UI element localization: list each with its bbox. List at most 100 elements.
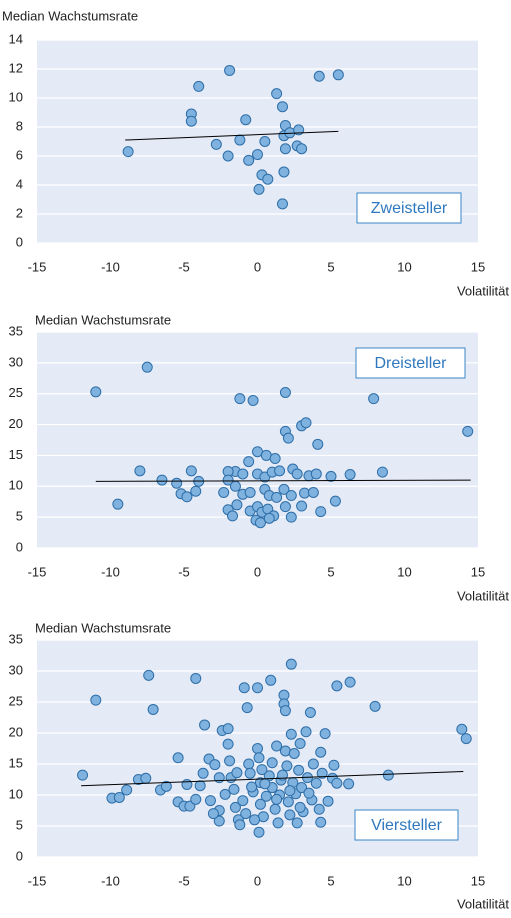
point bbox=[122, 146, 134, 158]
point bbox=[197, 767, 209, 779]
point bbox=[243, 456, 255, 468]
y-tick-label: 25 bbox=[9, 693, 23, 708]
point bbox=[369, 700, 381, 712]
point bbox=[274, 465, 286, 477]
point bbox=[315, 506, 327, 518]
point bbox=[141, 361, 153, 373]
point bbox=[240, 808, 252, 820]
point bbox=[313, 803, 325, 815]
point bbox=[281, 760, 293, 772]
point bbox=[315, 746, 327, 758]
point bbox=[279, 143, 291, 155]
y-tick-label: 0 bbox=[16, 848, 23, 863]
point bbox=[259, 778, 271, 790]
point bbox=[185, 115, 197, 127]
point bbox=[304, 707, 316, 719]
point bbox=[300, 417, 312, 429]
point bbox=[90, 386, 102, 398]
point bbox=[237, 795, 249, 807]
x-tick-label: 15 bbox=[471, 259, 485, 274]
point bbox=[253, 752, 265, 764]
point bbox=[243, 154, 255, 166]
point bbox=[193, 80, 205, 92]
point bbox=[262, 173, 274, 185]
point bbox=[244, 767, 256, 779]
point bbox=[288, 747, 300, 759]
y-tick-label: 12 bbox=[9, 60, 23, 75]
point bbox=[224, 64, 236, 76]
point bbox=[259, 136, 271, 147]
point bbox=[282, 432, 294, 444]
point bbox=[291, 468, 303, 480]
point bbox=[121, 784, 133, 796]
point bbox=[456, 723, 468, 735]
point bbox=[222, 723, 234, 735]
point bbox=[199, 719, 211, 731]
point bbox=[319, 728, 331, 740]
point bbox=[219, 788, 231, 800]
annotation-box bbox=[355, 347, 466, 379]
point bbox=[313, 70, 325, 82]
point bbox=[285, 728, 297, 740]
point bbox=[331, 680, 343, 692]
point bbox=[310, 777, 322, 789]
point bbox=[247, 395, 259, 407]
point bbox=[234, 393, 246, 405]
point bbox=[209, 759, 221, 771]
point bbox=[307, 486, 319, 498]
point bbox=[213, 815, 225, 827]
y-tick-label: 25 bbox=[9, 385, 23, 400]
point bbox=[462, 425, 474, 437]
point bbox=[332, 69, 344, 81]
x-tick-label: 5 bbox=[327, 564, 334, 579]
point bbox=[252, 743, 263, 754]
point bbox=[140, 772, 152, 784]
point bbox=[241, 702, 253, 714]
point bbox=[227, 510, 239, 522]
x-tick-label: -10 bbox=[101, 259, 120, 274]
annotation-box bbox=[356, 192, 462, 224]
x-tick-label: -15 bbox=[28, 564, 47, 579]
point bbox=[228, 783, 240, 795]
point bbox=[240, 114, 252, 126]
point bbox=[285, 658, 297, 670]
point bbox=[276, 198, 288, 210]
point bbox=[279, 386, 291, 398]
y-axis-title: Median Wachstumsrate bbox=[2, 8, 138, 23]
y-tick-label: 4 bbox=[16, 176, 23, 191]
point bbox=[231, 767, 243, 779]
x-tick-label: 5 bbox=[327, 873, 334, 888]
point bbox=[368, 393, 380, 405]
point bbox=[90, 694, 102, 706]
point bbox=[278, 166, 290, 178]
annotation: Zweisteller bbox=[371, 200, 448, 217]
x-tick-label: 10 bbox=[397, 259, 411, 274]
point bbox=[296, 143, 308, 155]
point bbox=[300, 726, 312, 738]
point bbox=[185, 465, 197, 477]
x-axis-title: Volatilität bbox=[457, 283, 509, 298]
x-tick-label: -15 bbox=[28, 873, 47, 888]
point bbox=[344, 676, 356, 688]
point bbox=[134, 465, 146, 477]
annotation-box bbox=[354, 809, 459, 841]
point bbox=[266, 757, 278, 769]
point bbox=[204, 795, 216, 807]
point bbox=[234, 134, 246, 146]
point bbox=[263, 512, 275, 524]
y-tick-label: 8 bbox=[16, 118, 23, 133]
point bbox=[210, 138, 222, 150]
point bbox=[254, 798, 266, 810]
point bbox=[190, 672, 202, 684]
y-tick-label: 0 bbox=[16, 234, 23, 249]
point bbox=[254, 517, 266, 529]
point bbox=[382, 769, 394, 781]
annotation: Dreisteller bbox=[374, 355, 447, 372]
point bbox=[269, 453, 281, 465]
y-tick-label: 15 bbox=[9, 755, 23, 770]
y-tick-label: 10 bbox=[9, 786, 23, 801]
point bbox=[160, 780, 172, 792]
point bbox=[113, 791, 125, 803]
y-tick-label: 30 bbox=[9, 354, 23, 369]
point bbox=[238, 682, 250, 694]
